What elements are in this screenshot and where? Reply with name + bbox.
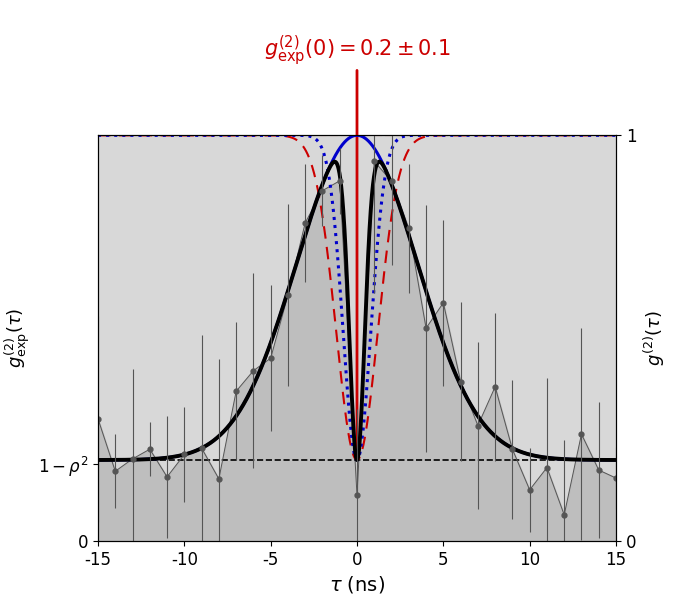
Text: $g_{\mathrm{exp}}^{(2)}(0)=0.2\pm0.1$: $g_{\mathrm{exp}}^{(2)}(0)=0.2\pm0.1$ <box>263 33 451 68</box>
Y-axis label: $g^{(2)}(\tau)$: $g^{(2)}(\tau)$ <box>642 311 667 366</box>
Y-axis label: $g_{\mathrm{exp}}^{(2)}(\tau)$: $g_{\mathrm{exp}}^{(2)}(\tau)$ <box>3 308 32 368</box>
X-axis label: $\tau$ (ns): $\tau$ (ns) <box>329 574 385 595</box>
